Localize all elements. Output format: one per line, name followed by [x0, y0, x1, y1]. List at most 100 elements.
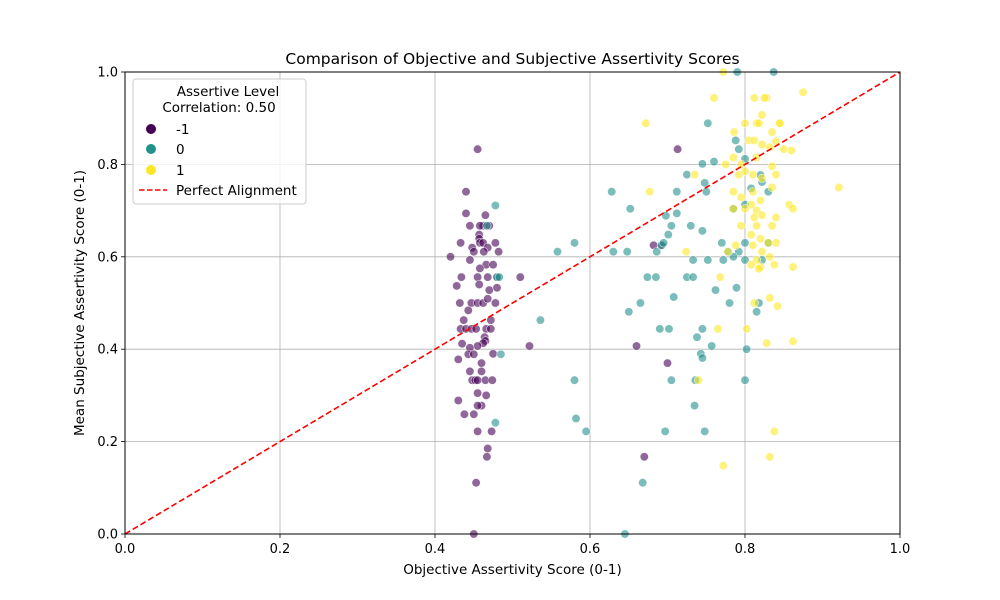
data-point	[469, 349, 479, 359]
data-point	[524, 341, 534, 351]
data-point	[459, 315, 469, 325]
data-point	[779, 144, 789, 154]
data-point	[622, 247, 632, 257]
data-point	[608, 247, 618, 257]
data-point	[740, 255, 750, 265]
data-point	[473, 144, 483, 154]
reference-line-group	[124, 71, 901, 535]
data-point	[769, 260, 779, 270]
data-point	[453, 395, 463, 405]
data-point	[748, 187, 758, 197]
data-point	[662, 358, 672, 368]
y-tick-label: 0.4	[97, 343, 118, 358]
data-point	[769, 426, 779, 436]
data-point	[463, 305, 473, 315]
data-point	[697, 159, 707, 169]
data-point	[453, 354, 463, 364]
data-point	[490, 201, 500, 211]
data-points	[445, 67, 844, 539]
data-point	[701, 187, 711, 197]
series-neg1	[445, 144, 683, 539]
data-point	[688, 272, 698, 282]
data-point	[490, 238, 500, 248]
legend-label-neg1: -1	[176, 122, 189, 138]
data-point	[481, 390, 491, 400]
data-point	[445, 252, 455, 262]
data-point	[569, 238, 579, 248]
data-point	[703, 255, 713, 265]
data-point	[666, 375, 676, 385]
data-point	[473, 272, 483, 282]
data-point	[749, 298, 759, 308]
data-point	[607, 187, 617, 197]
data-point	[775, 118, 785, 128]
data-point	[742, 344, 752, 354]
data-point	[490, 298, 500, 308]
data-point	[474, 279, 484, 289]
data-point	[673, 144, 683, 154]
axis-ticks: 0.0 0.2 0.4 0.6 0.8 1.0 0.0 0.2 0.4 0.6 0.8 1.0	[97, 66, 910, 558]
x-tick-label: 0.0	[115, 542, 136, 557]
data-point	[710, 285, 720, 295]
data-point	[746, 260, 756, 270]
data-point	[717, 238, 727, 248]
data-point	[736, 221, 746, 231]
legend-label-1: 1	[176, 163, 185, 179]
data-point	[461, 208, 471, 218]
data-point	[682, 170, 692, 180]
data-point	[746, 230, 756, 240]
data-point	[752, 307, 762, 317]
data-point	[473, 341, 483, 351]
data-point	[740, 375, 750, 385]
data-point	[765, 252, 775, 262]
data-point	[752, 221, 762, 231]
data-point	[473, 426, 483, 436]
data-point	[672, 208, 682, 218]
perfect-alignment-line	[124, 71, 901, 535]
legend-label-0: 0	[176, 142, 185, 158]
data-point	[771, 170, 781, 180]
data-point	[748, 240, 758, 250]
data-point	[483, 272, 493, 282]
data-point	[755, 234, 765, 244]
data-point	[788, 262, 798, 272]
data-point	[496, 349, 506, 359]
data-point	[757, 110, 767, 120]
data-point	[757, 140, 767, 150]
x-axis-label: Objective Assertivity Score (0-1)	[403, 562, 622, 578]
data-point	[736, 192, 746, 202]
data-point	[754, 118, 764, 128]
chart-title: Comparison of Objective and Subjective A…	[285, 50, 739, 68]
data-point	[483, 294, 493, 304]
y-tick-label: 0.6	[97, 250, 118, 265]
data-point	[473, 375, 483, 385]
data-point	[709, 157, 719, 167]
legend-marker-1	[146, 165, 156, 175]
y-tick-label: 0.8	[97, 158, 118, 173]
data-point	[469, 409, 479, 419]
data-point	[486, 324, 496, 334]
x-tick-label: 0.4	[425, 542, 446, 557]
data-point	[754, 264, 764, 274]
data-point	[639, 452, 649, 462]
data-point	[757, 247, 767, 257]
data-point	[482, 221, 492, 231]
data-point	[740, 204, 750, 214]
data-point	[709, 93, 719, 103]
data-point	[697, 226, 707, 236]
data-point	[666, 221, 676, 231]
data-point	[742, 324, 752, 334]
data-point	[641, 118, 651, 128]
legend-correlation: Correlation: 0.50	[162, 100, 275, 116]
y-tick-label: 1.0	[97, 66, 118, 81]
data-point	[479, 247, 489, 257]
data-point	[480, 210, 490, 220]
legend-title: Assertive Level	[177, 84, 279, 100]
data-point	[652, 247, 662, 257]
data-point	[723, 247, 733, 257]
data-point	[476, 358, 486, 368]
data-point	[487, 426, 497, 436]
x-tick-label: 0.2	[270, 542, 291, 557]
data-point	[476, 366, 486, 376]
